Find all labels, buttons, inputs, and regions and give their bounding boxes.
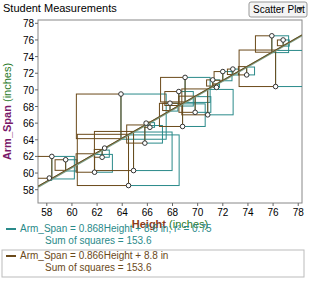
point (50, 154, 55, 159)
legend-swatch (6, 228, 16, 230)
x-tick-label: 58 (41, 207, 53, 218)
x-tick (247, 203, 248, 206)
point (270, 34, 275, 39)
residual-square (38, 156, 52, 178)
residual-square (276, 50, 302, 86)
y-tick (35, 173, 38, 174)
y-tick (35, 73, 38, 74)
point (144, 121, 149, 126)
point (131, 168, 136, 173)
residual-square (134, 132, 173, 171)
point (183, 75, 188, 80)
y-tick-label: 68 (23, 102, 35, 113)
point (126, 183, 131, 188)
point (168, 101, 173, 106)
x-tick-label: 78 (293, 207, 305, 218)
y-tick-label: 60 (23, 168, 35, 179)
legend-sum: Sum of squares = 153.6 (45, 235, 152, 246)
legend-swatch (6, 255, 16, 257)
point (63, 157, 68, 162)
y-tick (35, 123, 38, 124)
x-tick-label: 72 (217, 207, 229, 218)
y-tick (35, 106, 38, 107)
y-tick-label: 74 (23, 52, 35, 63)
x-tick (273, 203, 274, 206)
regression-line (38, 35, 302, 186)
residual-square (195, 97, 211, 113)
y-tick (35, 189, 38, 190)
point (205, 113, 210, 118)
y-tick (35, 139, 38, 140)
point (102, 146, 107, 151)
y-tick-label: 62 (23, 151, 35, 162)
y-tick (35, 23, 38, 24)
point (177, 89, 182, 94)
point (281, 38, 286, 43)
x-tick-label: 60 (66, 207, 78, 218)
legend-sum: Sum of squares = 153.6 (45, 262, 152, 273)
point (244, 73, 249, 78)
point (210, 78, 215, 83)
y-tick-label: 66 (23, 118, 35, 129)
title: Student Measurements (3, 2, 117, 14)
y-tick-label: 78 (23, 18, 35, 29)
menu-box[interactable] (249, 2, 307, 17)
menu-arrow[interactable] (297, 7, 303, 11)
point (47, 176, 52, 181)
y-axis-label: Arm_Span (inches) (1, 63, 13, 160)
x-tick (172, 203, 173, 206)
x-tick-label: 70 (192, 207, 204, 218)
x-tick (122, 203, 123, 206)
residual-square (208, 89, 233, 114)
x-tick-label: 74 (242, 207, 254, 218)
point (143, 141, 148, 146)
residual-square (129, 135, 180, 186)
point (231, 67, 236, 72)
x-tick-label: 76 (268, 207, 280, 218)
x-tick (147, 203, 148, 206)
y-tick-label: 72 (23, 68, 35, 79)
x-tick (71, 203, 72, 206)
menu-label[interactable]: Scatter Plot (253, 4, 305, 15)
point (180, 124, 185, 129)
chart: Student Measurements Scatter Plot 58 60 62 64… (0, 0, 310, 286)
residual-square (145, 126, 163, 144)
y-tick (35, 39, 38, 40)
x-tick (298, 203, 299, 206)
y-tick-label: 70 (23, 85, 35, 96)
x-tick-label: 68 (167, 207, 179, 218)
point (221, 69, 226, 74)
regression-line (38, 35, 302, 187)
point (148, 125, 153, 130)
x-tick (197, 203, 198, 206)
x-tick (97, 203, 98, 206)
point (193, 110, 198, 115)
legend-equation: Arm_Span = 0.866Height + 8.8 in (20, 250, 168, 261)
plot-frame (38, 20, 302, 203)
legend-equation: Arm_Span = 0.868Height + 8.6 in; r² = 0.… (20, 223, 212, 234)
y-tick (35, 89, 38, 90)
legend-box (2, 250, 304, 277)
y-tick-label: 64 (23, 135, 35, 146)
point (119, 92, 124, 97)
x-tick (222, 203, 223, 206)
point (273, 84, 278, 89)
point (92, 170, 97, 175)
x-tick (46, 203, 47, 206)
point (100, 155, 105, 160)
y-tick (35, 156, 38, 157)
y-tick-label: 58 (23, 185, 35, 196)
y-tick-label: 76 (23, 35, 35, 46)
plot-data (38, 34, 302, 188)
x-tick-label: 64 (117, 207, 129, 218)
x-tick-label: 66 (142, 207, 154, 218)
x-tick-label: 62 (92, 207, 104, 218)
y-tick (35, 56, 38, 57)
point (214, 85, 219, 90)
residual-square (76, 94, 121, 139)
